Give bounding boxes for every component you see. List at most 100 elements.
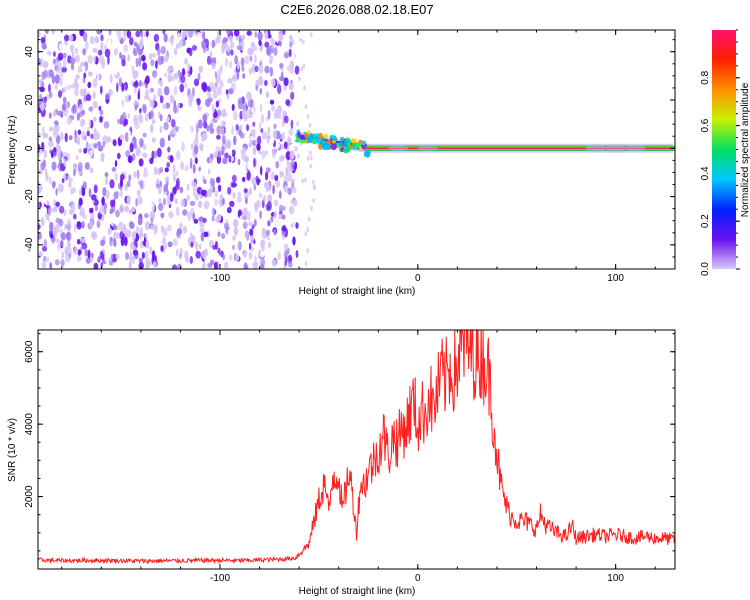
spectrogram-noise-blob — [106, 136, 111, 143]
signal-blob — [350, 138, 357, 144]
spectrogram-noise-blob — [175, 43, 181, 49]
spectrogram-noise-blob — [162, 30, 166, 35]
spectrogram-noise-blob — [87, 249, 91, 259]
spectrogram-noise-blob — [107, 114, 113, 122]
spectrogram-noise-blob — [195, 132, 199, 142]
spectrogram-noise-blob — [258, 192, 263, 198]
spectrogram-noise-blob — [226, 30, 231, 35]
spectrogram-noise-blob — [141, 236, 145, 242]
spectrogram-noise-blob — [142, 106, 147, 114]
spectrogram-noise-blob — [143, 172, 149, 178]
spectrogram-noise-blob — [141, 125, 145, 132]
spectrogram-noise-blob — [54, 83, 58, 90]
spectrogram-noise-blob — [231, 174, 237, 183]
spectrogram-noise-blob — [269, 231, 275, 242]
spectrogram-noise-blob — [214, 198, 218, 207]
spectrogram-noise-blob — [179, 186, 184, 194]
signal-spread-patch — [625, 144, 646, 152]
spectrogram-noise-blob — [209, 81, 215, 90]
spectrogram-noise-blob — [81, 221, 85, 229]
spectrogram-noise-blob — [253, 157, 256, 168]
spectrogram-noise-blob — [75, 74, 80, 80]
spectrogram-noise-blob — [38, 31, 41, 38]
spectrogram-noise-blob — [149, 110, 154, 119]
spectrogram-noise-blob — [203, 179, 207, 185]
spectrogram-noise-blob — [232, 73, 238, 82]
spectrogram-noise-blob — [89, 167, 94, 174]
spectrogram-noise-blob — [126, 229, 132, 238]
spectrogram-noise-blob — [278, 94, 285, 104]
spectrogram-noise-blob — [197, 119, 203, 129]
spectrogram-noise-blob — [138, 115, 144, 124]
spectrogram-noise-blob — [98, 55, 105, 64]
spectrogram-noise-blob — [81, 187, 86, 197]
signal-blob — [309, 133, 315, 139]
spectrogram-noise-blob — [100, 34, 104, 42]
spectrogram-noise-blob — [57, 52, 64, 61]
spectrogram-noise-blob — [179, 83, 185, 93]
spectrogram-noise-blob — [78, 197, 83, 206]
spectrogram-noise-blob — [257, 135, 262, 145]
spectrogram-noise-blob — [236, 60, 240, 71]
spectrogram-noise-blob — [171, 127, 176, 135]
spectrogram-noise-blob — [250, 234, 255, 243]
spectrogram-noise-blob — [109, 74, 113, 84]
spectrogram-noise-blob — [203, 200, 210, 210]
spectrogram-noise-blob — [249, 228, 254, 236]
spectrogram-noise-blob — [139, 108, 142, 114]
spectrogram-noise-blob — [70, 188, 74, 195]
spectrogram-noise-blob — [159, 95, 164, 104]
spectrogram-noise-blob — [225, 89, 229, 95]
spectrogram-noise-blob — [206, 55, 211, 65]
spectrogram-noise-blob — [149, 246, 153, 255]
spectrogram-noise-blob — [60, 259, 65, 267]
spectrogram-noise-blob — [167, 146, 171, 153]
spectrogram-noise-blob — [295, 250, 299, 258]
spectrogram-noise-blob — [264, 171, 269, 181]
spectrogram-marks — [38, 30, 675, 269]
spectrogram-noise-blob — [309, 163, 313, 169]
spectrogram-noise-blob — [116, 82, 119, 93]
spectrogram-noise-blob — [93, 262, 99, 269]
spectrogram-noise-blob — [254, 219, 257, 227]
spectrogram-noise-blob — [77, 66, 81, 74]
spectrogram-noise-blob — [92, 100, 98, 109]
spectrogram-noise-blob — [43, 238, 47, 248]
spectrogram-noise-blob — [264, 41, 270, 48]
spectrogram-noise-blob — [136, 189, 141, 197]
spectrogram-noise-blob — [135, 30, 141, 38]
spectrogram-noise-blob — [211, 103, 215, 114]
spectrogram-noise-blob — [256, 219, 261, 229]
spectrogram-noise-blob — [236, 70, 240, 80]
spectrogram-noise-blob — [119, 134, 124, 140]
spectrogram-noise-blob — [206, 125, 210, 132]
spectrogram-noise-blob — [180, 161, 185, 171]
spectrogram-noise-blob — [153, 166, 158, 175]
spectrogram-noise-blob — [266, 184, 271, 192]
spectrogram-noise-blob — [102, 141, 106, 148]
spectrogram-noise-blob — [151, 150, 155, 161]
spectrogram-noise-blob — [43, 149, 48, 159]
spectrogram-noise-blob — [82, 48, 87, 56]
spectrogram-noise-blob — [266, 229, 270, 236]
spectrogram-noise-blob — [46, 200, 50, 206]
spectrogram-noise-blob — [138, 257, 143, 263]
spectrogram-noise-blob — [67, 247, 73, 255]
spectrogram-noise-blob — [92, 47, 98, 53]
spectrogram-noise-blob — [74, 54, 81, 63]
spectrogram-noise-blob — [235, 254, 240, 262]
spectrogram-noise-blob — [168, 211, 174, 219]
spectrogram-noise-blob — [112, 139, 117, 147]
spectrogram-noise-blob — [78, 260, 82, 268]
spectrogram-noise-blob — [175, 120, 180, 127]
spectrogram-noise-blob — [176, 177, 180, 187]
spectrogram-noise-blob — [271, 105, 276, 112]
spectrogram-noise-blob — [149, 92, 154, 100]
spectrogram-noise-blob — [283, 77, 289, 87]
spectrogram-noise-blob — [160, 245, 164, 252]
spectrogram-noise-blob — [66, 233, 71, 241]
spectrogram-noise-blob — [228, 155, 232, 163]
spectrogram-noise-blob — [194, 241, 199, 250]
spectrogram-noise-blob — [90, 133, 94, 139]
spectrogram-noise-blob — [89, 143, 92, 150]
